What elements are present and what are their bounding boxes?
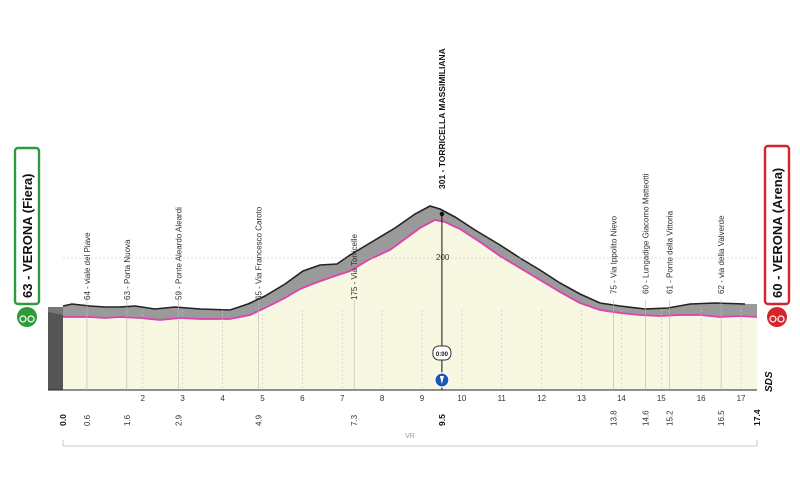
- waypoint-label: 62 - via della Valverde: [717, 215, 726, 294]
- timing-clock-icon: [432, 345, 452, 361]
- finish-bike-icon: [767, 307, 787, 327]
- km-tick-label: 11: [498, 394, 507, 403]
- waypoint-km-label: 1.6: [123, 414, 132, 426]
- waypoint-km-label: 13.8: [609, 410, 618, 426]
- km-tick-label: 9: [420, 394, 425, 403]
- km-tick-label: 16: [697, 394, 706, 403]
- waypoint-km-label: 0.6: [83, 414, 92, 426]
- summit-dot: [439, 211, 445, 217]
- waypoint-km-label: 2.9: [175, 414, 184, 426]
- start-label: 63 - VERONA (Fiera): [20, 174, 35, 299]
- km-tick-label: 4: [220, 394, 225, 403]
- finish-bike-wheel: [769, 315, 777, 323]
- bold-km-label: 9.5: [437, 414, 447, 426]
- start-bike-icon: [17, 307, 37, 327]
- bold-km-label: 17.4: [752, 409, 762, 426]
- km-tick-label: 6: [300, 394, 305, 403]
- category-badge-glyph: [439, 376, 444, 384]
- finish-label: 60 - VERONA (Arena): [770, 168, 785, 298]
- km-tick-label: 5: [260, 394, 265, 403]
- km-tick-label: 3: [180, 394, 185, 403]
- km-tick-label: 10: [457, 394, 466, 403]
- start-bike-wheel: [27, 315, 35, 323]
- km-tick-label: 14: [617, 394, 626, 403]
- waypoint-label: 63 - Porta Nuova: [123, 239, 132, 300]
- km-tick-label: 8: [380, 394, 385, 403]
- waypoint-label: 65 - Via Francesco Caroto: [254, 206, 263, 300]
- km-tick-label: 17: [737, 394, 746, 403]
- waypoint-km-label: 14.6: [641, 410, 650, 426]
- profile-left-wall: [48, 307, 63, 390]
- km-tick-label: 2: [141, 394, 146, 403]
- vr-label: VR: [405, 433, 415, 440]
- start-box: [13, 146, 41, 306]
- profile-left-wall-top: [48, 307, 63, 315]
- finish-box: [763, 144, 791, 306]
- km-tick-label: 13: [577, 394, 586, 403]
- sds-logo: SDS: [764, 371, 775, 392]
- bold-km-label: 0.0: [58, 414, 68, 426]
- summit-label: 301 - TORRICELLA MASSIMILIANA: [437, 48, 447, 189]
- waypoint-label: 60 - Lungadige Giacomo Matteotti: [641, 173, 650, 294]
- waypoint-label: 59 - Ponte Aleardo Aleardi: [175, 207, 184, 300]
- profile-flank: [63, 206, 757, 320]
- waypoint-label: 175 - Via Torricelle: [350, 233, 359, 300]
- km-tick-label: 7: [340, 394, 345, 403]
- waypoint-label: 61 - Ponte della Vittoria: [665, 210, 674, 294]
- profile-top-edge: [62, 205, 746, 311]
- waypoint-km-label: 7.3: [350, 414, 359, 426]
- grid-label-200: 200: [436, 253, 450, 262]
- waypoint-km-label: 4.9: [254, 414, 263, 426]
- waypoint-km-label: 15.2: [665, 410, 674, 426]
- profile-line: [63, 219, 758, 321]
- km-tick-label: 12: [537, 394, 546, 403]
- waypoint-label: 64 - viale del Piave: [83, 232, 92, 300]
- start-bike-wheel: [19, 315, 27, 323]
- vr-bracket: [62, 440, 758, 447]
- km-tick-label: 15: [657, 394, 666, 403]
- finish-bike-wheel: [777, 315, 785, 323]
- waypoint-km-label: 16.5: [717, 410, 726, 426]
- timing-label: 0:00: [436, 352, 449, 358]
- waypoint-label: 75 - Via Ippolito Nievo: [609, 215, 618, 294]
- profile-fill: [63, 220, 757, 390]
